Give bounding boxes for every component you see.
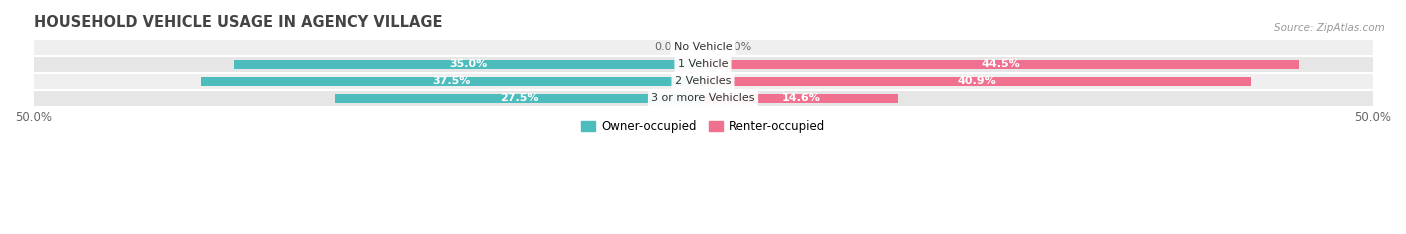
- Text: 3 or more Vehicles: 3 or more Vehicles: [651, 93, 755, 103]
- Text: No Vehicle: No Vehicle: [673, 42, 733, 52]
- Text: 37.5%: 37.5%: [433, 77, 471, 86]
- Bar: [34, 40, 1372, 55]
- Bar: [703, 77, 1251, 86]
- Text: 14.6%: 14.6%: [782, 93, 820, 103]
- Text: 0.0%: 0.0%: [723, 42, 751, 52]
- Text: 40.9%: 40.9%: [957, 77, 997, 86]
- Bar: [34, 91, 1372, 106]
- Bar: [335, 94, 703, 103]
- Text: HOUSEHOLD VEHICLE USAGE IN AGENCY VILLAGE: HOUSEHOLD VEHICLE USAGE IN AGENCY VILLAG…: [34, 15, 441, 30]
- Text: 27.5%: 27.5%: [499, 93, 538, 103]
- Text: 35.0%: 35.0%: [450, 59, 488, 69]
- Bar: [703, 59, 1299, 69]
- Bar: [235, 59, 703, 69]
- Text: 2 Vehicles: 2 Vehicles: [675, 77, 731, 86]
- Text: 1 Vehicle: 1 Vehicle: [678, 59, 728, 69]
- Text: Source: ZipAtlas.com: Source: ZipAtlas.com: [1274, 23, 1385, 33]
- Bar: [201, 77, 703, 86]
- Legend: Owner-occupied, Renter-occupied: Owner-occupied, Renter-occupied: [576, 116, 830, 138]
- Bar: [34, 57, 1372, 72]
- Text: 0.0%: 0.0%: [655, 42, 683, 52]
- Bar: [703, 94, 898, 103]
- Text: 44.5%: 44.5%: [981, 59, 1021, 69]
- Bar: [34, 74, 1372, 89]
